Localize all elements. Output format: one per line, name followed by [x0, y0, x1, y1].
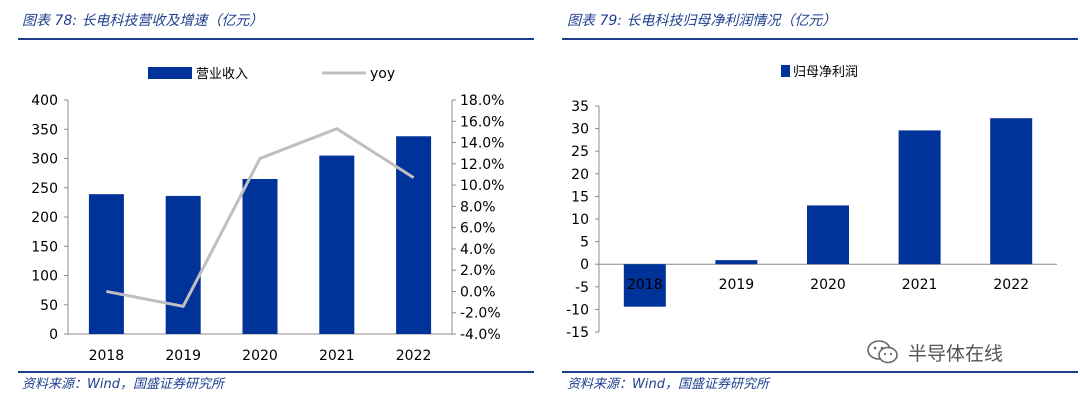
right-source-note: 资料来源：Wind，国盛证券研究所	[567, 377, 769, 392]
right-y-tick-label: -4.0%	[460, 327, 501, 343]
x-tick-label: 2022	[396, 348, 432, 364]
profit-y-tick-label: 35	[571, 99, 589, 115]
legend-revenue-swatch	[148, 67, 192, 79]
profit-x-tick-label: 2021	[902, 277, 938, 293]
profit-y-tick-label: 5	[580, 235, 589, 251]
net-profit-bar	[623, 264, 666, 307]
x-tick-label: 2020	[242, 348, 278, 364]
net-profit-bar	[898, 130, 941, 265]
legend-profit-swatch	[781, 65, 790, 77]
wechat-icon	[867, 340, 898, 364]
legend-yoy-label: yoy	[370, 66, 395, 82]
left-y-tick-label: 400	[31, 93, 58, 109]
left-y-tick-label: 0	[49, 327, 58, 343]
revenue-bar	[88, 194, 124, 334]
profit-y-tick-label: 15	[571, 189, 589, 205]
x-tick-label: 2021	[319, 348, 355, 364]
left-y-tick-label: 100	[31, 269, 58, 285]
right-chart-title: 图表 79: 长电科技归母净利润情况（亿元）	[567, 13, 837, 29]
revenue-bar	[242, 178, 278, 334]
right-y-tick-label: 8.0%	[460, 199, 496, 215]
left-y-tick-label: 150	[31, 239, 58, 255]
left-y-tick-label: 300	[31, 152, 58, 168]
watermark-text: 半导体在线	[908, 342, 1004, 365]
left-y-tick-label: 200	[31, 210, 58, 226]
net-profit-bar	[715, 260, 758, 265]
net-profit-bar	[807, 205, 849, 265]
right-y-tick-label: 10.0%	[460, 178, 504, 194]
profit-x-tick-label: 2020	[810, 277, 846, 293]
x-tick-label: 2018	[89, 348, 125, 364]
revenue-bar	[396, 136, 432, 334]
left-footer-rule	[18, 371, 534, 373]
profit-y-tick-label: 0	[580, 257, 589, 273]
left-y-tick-label: 250	[31, 181, 58, 197]
x-tick-label: 2019	[165, 348, 201, 364]
watermark: 半导体在线	[866, 338, 1003, 366]
revenue-chart: 营业收入 yoy 0 50 100 150 200 250 300 350 400 -4.0% -2.…	[31, 66, 504, 364]
right-y-tick-label: 16.0%	[460, 114, 504, 130]
left-chart-title: 图表 78: 长电科技营收及增速（亿元）	[22, 13, 264, 29]
left-y-tick-label: 350	[31, 122, 58, 138]
right-y-tick-label: -2.0%	[460, 306, 501, 322]
profit-y-tick-label: -5	[575, 280, 589, 296]
profit-x-tick-label: 2019	[719, 277, 755, 293]
left-source-note: 资料来源：Wind，国盛证券研究所	[22, 377, 224, 392]
right-y-tick-label: 18.0%	[460, 93, 504, 109]
right-footer-rule	[562, 371, 1078, 373]
right-y-tick-label: 14.0%	[460, 136, 504, 152]
left-title-rule	[18, 38, 534, 40]
revenue-bar	[319, 155, 355, 334]
net-profit-chart: 归母净利润 -15 -10 -5 0 5 10 15 20 25 30 35 2018 2019 2020…	[566, 65, 1057, 341]
profit-y-tick-label: 10	[571, 212, 589, 228]
net-profit-bar	[990, 118, 1033, 265]
legend-revenue-label: 营业收入	[196, 67, 248, 82]
right-y-tick-label: 2.0%	[460, 263, 496, 279]
legend-profit-label: 归母净利润	[793, 65, 858, 80]
profit-x-tick-label: 2022	[993, 277, 1029, 293]
profit-y-tick-label: 25	[571, 144, 589, 160]
profit-y-tick-label: 30	[571, 122, 589, 138]
profit-x-tick-label: 2018	[627, 277, 663, 293]
right-y-tick-label: 6.0%	[460, 221, 496, 237]
profit-y-tick-label: -10	[566, 302, 589, 318]
profit-y-tick-label: 20	[571, 167, 589, 183]
right-y-tick-label: 0.0%	[460, 284, 496, 300]
profit-y-tick-label: -15	[566, 325, 589, 341]
right-y-tick-label: 12.0%	[460, 157, 504, 173]
revenue-bar	[165, 195, 201, 334]
left-y-tick-label: 50	[40, 298, 58, 314]
right-y-tick-label: 4.0%	[460, 242, 496, 258]
right-title-rule	[562, 38, 1078, 40]
